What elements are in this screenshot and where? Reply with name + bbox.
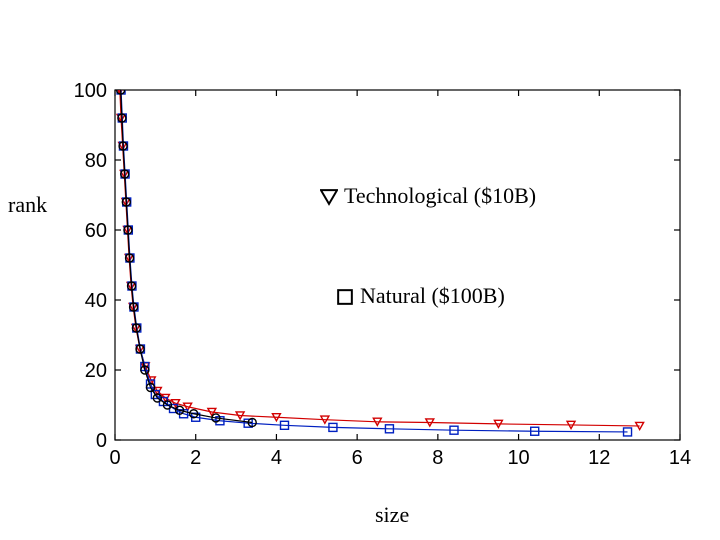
x-axis-title: size [375,502,409,528]
svg-text:40: 40 [85,290,107,312]
legend-technological: Technological ($10B) [320,183,536,209]
svg-text:4: 4 [271,447,282,469]
svg-text:10: 10 [507,447,529,469]
rank-size-chart: 0 2 4 6 8 10 12 14 0 20 40 60 80 100 [0,0,720,540]
y-axis-title: rank [8,192,47,218]
svg-text:8: 8 [432,447,443,469]
svg-text:14: 14 [669,447,691,469]
svg-text:80: 80 [85,150,107,172]
svg-text:60: 60 [85,220,107,242]
svg-text:20: 20 [85,360,107,382]
legend-natural: Natural ($100B) [336,283,505,309]
svg-text:0: 0 [109,447,120,469]
svg-text:100: 100 [74,80,107,102]
svg-text:0: 0 [96,430,107,452]
legend-natural-label: Natural ($100B) [360,283,505,308]
triangle-down-icon [320,188,338,206]
svg-text:2: 2 [190,447,201,469]
svg-text:6: 6 [352,447,363,469]
svg-text:12: 12 [588,447,610,469]
square-icon [336,288,354,306]
legend-technological-label: Technological ($10B) [344,183,536,208]
